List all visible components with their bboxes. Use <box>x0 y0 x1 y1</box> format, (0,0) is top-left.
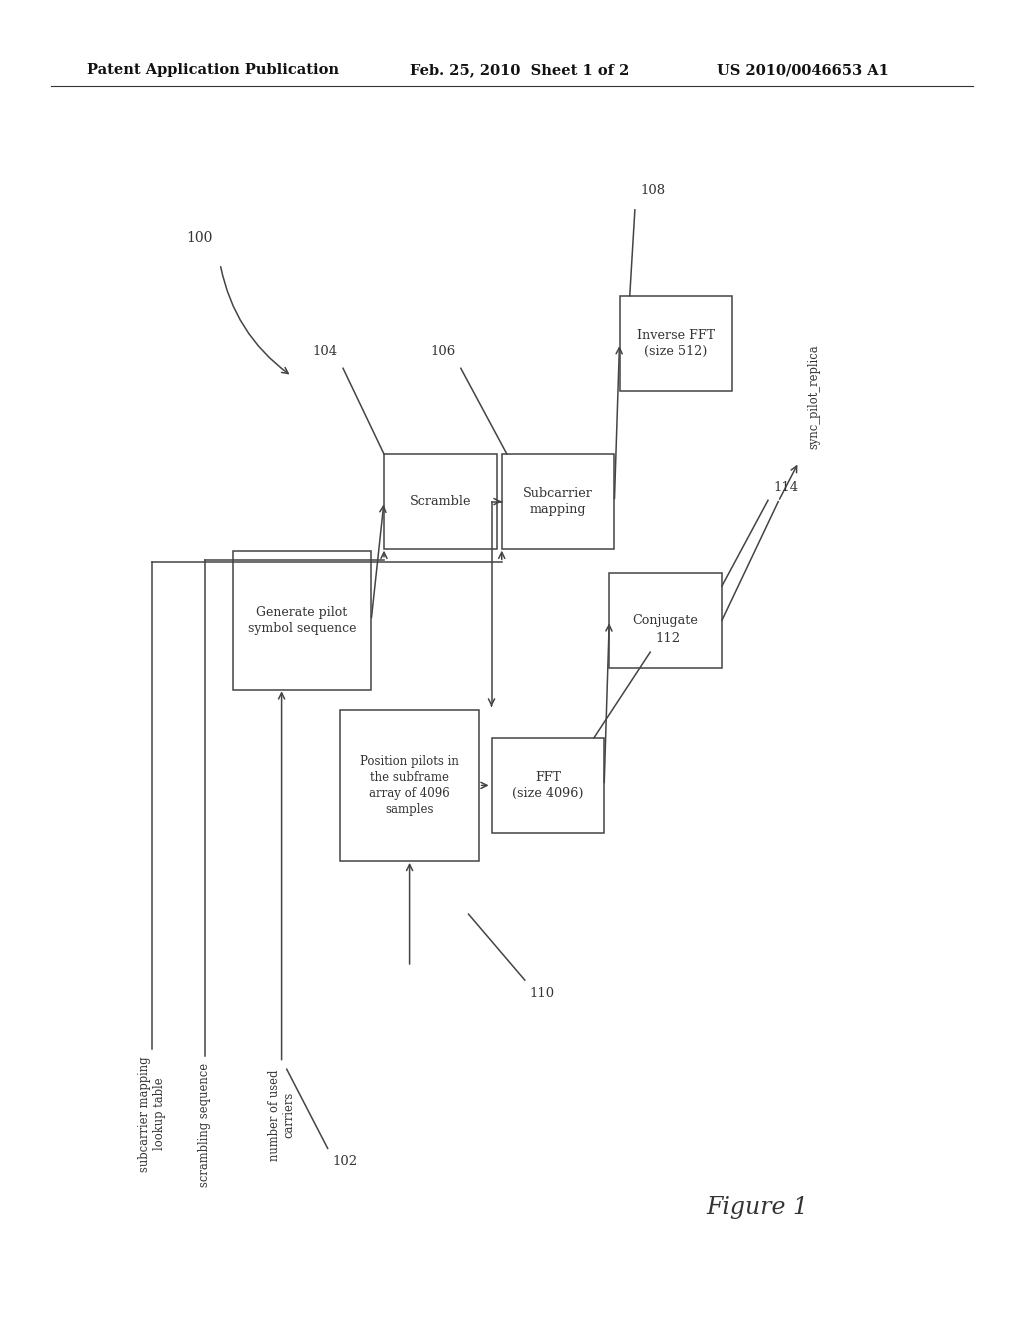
Text: FFT
(size 4096): FFT (size 4096) <box>512 771 584 800</box>
Text: US 2010/0046653 A1: US 2010/0046653 A1 <box>717 63 889 78</box>
Text: Generate pilot
symbol sequence: Generate pilot symbol sequence <box>248 606 356 635</box>
Text: 108: 108 <box>640 183 666 197</box>
Text: Position pilots in
the subframe
array of 4096
samples: Position pilots in the subframe array of… <box>360 755 459 816</box>
Text: 100: 100 <box>186 231 213 244</box>
Text: sync_pilot_replica: sync_pilot_replica <box>808 345 820 449</box>
Text: 114: 114 <box>773 480 799 494</box>
Text: Inverse FFT
(size 512): Inverse FFT (size 512) <box>637 329 715 358</box>
Bar <box>620 296 732 391</box>
Text: Subcarrier
mapping: Subcarrier mapping <box>523 487 593 516</box>
Text: 106: 106 <box>430 345 456 358</box>
Text: 102: 102 <box>333 1155 358 1168</box>
Text: scrambling sequence: scrambling sequence <box>199 1063 211 1187</box>
Bar <box>492 738 604 833</box>
Text: Feb. 25, 2010  Sheet 1 of 2: Feb. 25, 2010 Sheet 1 of 2 <box>410 63 629 78</box>
Text: 112: 112 <box>655 632 681 645</box>
Text: number of used
carriers: number of used carriers <box>267 1069 296 1160</box>
Text: Figure 1: Figure 1 <box>707 1196 809 1220</box>
Text: 110: 110 <box>530 986 555 999</box>
Text: 104: 104 <box>312 345 338 358</box>
Text: subcarrier mapping
lookup table: subcarrier mapping lookup table <box>137 1056 166 1172</box>
Bar <box>502 454 614 549</box>
Text: Scramble: Scramble <box>410 495 471 508</box>
Bar <box>232 552 371 689</box>
Bar <box>340 710 479 861</box>
Bar <box>609 573 722 668</box>
Text: Conjugate: Conjugate <box>633 614 698 627</box>
Text: Patent Application Publication: Patent Application Publication <box>87 63 339 78</box>
Bar <box>384 454 497 549</box>
